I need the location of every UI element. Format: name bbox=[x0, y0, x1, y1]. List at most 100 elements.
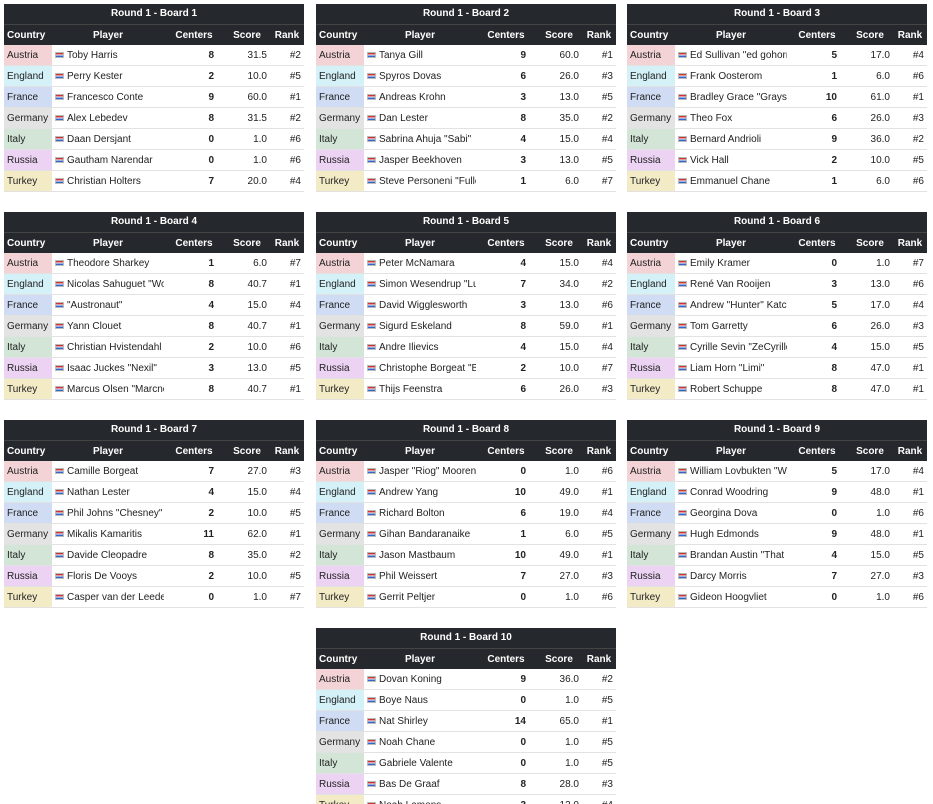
rank: #1 bbox=[270, 273, 304, 295]
country: Germany bbox=[627, 315, 675, 337]
player: Bas De Graaf bbox=[364, 773, 476, 795]
header-row: Country Player Centers Score Rank bbox=[316, 232, 616, 253]
score: 15.0 bbox=[847, 336, 893, 358]
flag-icon bbox=[367, 177, 376, 184]
results-table: Country Player Centers Score Rank Austria Emil… bbox=[627, 232, 927, 400]
player: Perry Kester bbox=[52, 65, 164, 87]
flag-icon bbox=[55, 530, 64, 537]
score: 15.0 bbox=[224, 481, 270, 503]
flag-icon bbox=[367, 385, 376, 392]
flag-icon bbox=[55, 280, 64, 287]
country: Italy bbox=[316, 128, 364, 150]
result-row: England Simon Wesendrup "Lumeuw"734.0#2 bbox=[316, 273, 616, 295]
player: Gideon Hoogvliet bbox=[675, 586, 787, 608]
column-header: Rank bbox=[270, 440, 304, 461]
score: 13.0 bbox=[536, 794, 582, 804]
board-table: Round 1 - Board 6 Country Player Centers Sco… bbox=[627, 212, 927, 400]
centers: 2 bbox=[164, 65, 224, 87]
column-header: Centers bbox=[476, 24, 536, 45]
result-row: Germany Tom Garretty 6 26.0 #3 bbox=[627, 315, 927, 337]
board-title: Round 1 - Board 4 bbox=[4, 212, 304, 232]
country: Germany bbox=[4, 523, 52, 545]
board-title: Round 1 - Board 2 bbox=[316, 4, 616, 24]
centers: 0 bbox=[476, 586, 536, 608]
flag-icon bbox=[678, 385, 687, 392]
player-name: Spyros Dovas bbox=[379, 70, 442, 82]
result-row: Germany Yann Clouet 8 40.7 #1 bbox=[4, 315, 304, 337]
centers: 0 bbox=[787, 253, 847, 274]
player-name: Nathan Lester bbox=[67, 486, 130, 498]
board-table: Round 1 - Board 4 Country Player Centers Sco… bbox=[4, 212, 304, 400]
flag-icon bbox=[367, 467, 376, 474]
result-row: Austria Jasper "Riog" Mooren 0 1.0 #6 bbox=[316, 461, 616, 482]
player: Cyrille Sevin "ZeCyrille" bbox=[675, 336, 787, 358]
centers: 10 bbox=[787, 86, 847, 108]
flag-icon bbox=[678, 509, 687, 516]
country: England bbox=[4, 273, 52, 295]
player: Floris De Vooys bbox=[52, 565, 164, 587]
rank: #3 bbox=[582, 773, 616, 795]
column-header: Score bbox=[847, 24, 893, 45]
score: 34.0 bbox=[536, 273, 582, 295]
player: Nicolas Sahuguet "Woland" bbox=[52, 273, 164, 295]
flag-icon bbox=[55, 301, 64, 308]
result-row: Russia Vick Hall 2 10.0 #5 bbox=[627, 149, 927, 171]
result-row: Germany Dan Lester 8 35.0 #2 bbox=[316, 107, 616, 129]
country: Italy bbox=[316, 752, 364, 774]
result-row: Turkey Noah Lamens 313.0#4 bbox=[316, 794, 616, 804]
player-name: Phil Johns "Chesney" bbox=[67, 507, 163, 519]
country: England bbox=[316, 689, 364, 711]
player: Alex Lebedev bbox=[52, 107, 164, 129]
centers: 6 bbox=[476, 378, 536, 400]
centers: 7 bbox=[787, 565, 847, 587]
player-name: Gautham Narendar bbox=[67, 154, 153, 166]
country: Turkey bbox=[4, 170, 52, 192]
column-header: Player bbox=[364, 648, 476, 669]
player: Andre Ilievics bbox=[364, 336, 476, 358]
flag-icon bbox=[678, 280, 687, 287]
column-header: Centers bbox=[476, 648, 536, 669]
player-name: Nicolas Sahuguet "Woland" bbox=[67, 278, 164, 290]
result-row: England René Van Rooijen 3 13.0 #6 bbox=[627, 273, 927, 295]
rank: #3 bbox=[893, 315, 927, 337]
column-header: Player bbox=[364, 232, 476, 253]
country: Italy bbox=[627, 128, 675, 150]
country: Germany bbox=[316, 731, 364, 753]
centers: 4 bbox=[476, 128, 536, 150]
centers: 0 bbox=[787, 586, 847, 608]
score: 49.0 bbox=[536, 544, 582, 566]
centers: 9 bbox=[787, 128, 847, 150]
player-name: Jasper Beekhoven bbox=[379, 154, 462, 166]
score: 6.0 bbox=[847, 170, 893, 192]
result-row: Turkey Steve Personeni "FullofHate"16.0#7 bbox=[316, 170, 616, 192]
flag-icon bbox=[367, 301, 376, 308]
centers: 1 bbox=[476, 523, 536, 545]
centers: 6 bbox=[787, 107, 847, 129]
centers: 2 bbox=[164, 502, 224, 524]
score: 28.0 bbox=[536, 773, 582, 795]
rank: #5 bbox=[893, 544, 927, 566]
result-row: Russia Jasper Beekhoven 3 13.0 #5 bbox=[316, 149, 616, 171]
result-row: France David Wigglesworth 3 13.0 #6 bbox=[316, 294, 616, 316]
player: Andrew "Hunter" Katcher bbox=[675, 294, 787, 316]
score: 15.0 bbox=[536, 128, 582, 150]
player: Robert Schuppe bbox=[675, 378, 787, 400]
country: Austria bbox=[4, 253, 52, 274]
player-name: Vick Hall bbox=[690, 154, 729, 166]
centers: 7 bbox=[164, 461, 224, 482]
score: 10.0 bbox=[847, 149, 893, 171]
centers: 1 bbox=[164, 253, 224, 274]
rank: #2 bbox=[582, 273, 616, 295]
player-name: Nat Shirley bbox=[379, 715, 428, 727]
player-name: Robert Schuppe bbox=[690, 383, 763, 395]
flag-icon bbox=[55, 114, 64, 121]
player: Gihan Bandaranaike bbox=[364, 523, 476, 545]
centers: 8 bbox=[164, 315, 224, 337]
flag-icon bbox=[367, 322, 376, 329]
player-name: Casper van der Leeden bbox=[67, 591, 164, 603]
player: Yann Clouet bbox=[52, 315, 164, 337]
centers: 2 bbox=[164, 336, 224, 358]
player: Darcy Morris bbox=[675, 565, 787, 587]
centers: 0 bbox=[476, 731, 536, 753]
column-header: Centers bbox=[164, 440, 224, 461]
